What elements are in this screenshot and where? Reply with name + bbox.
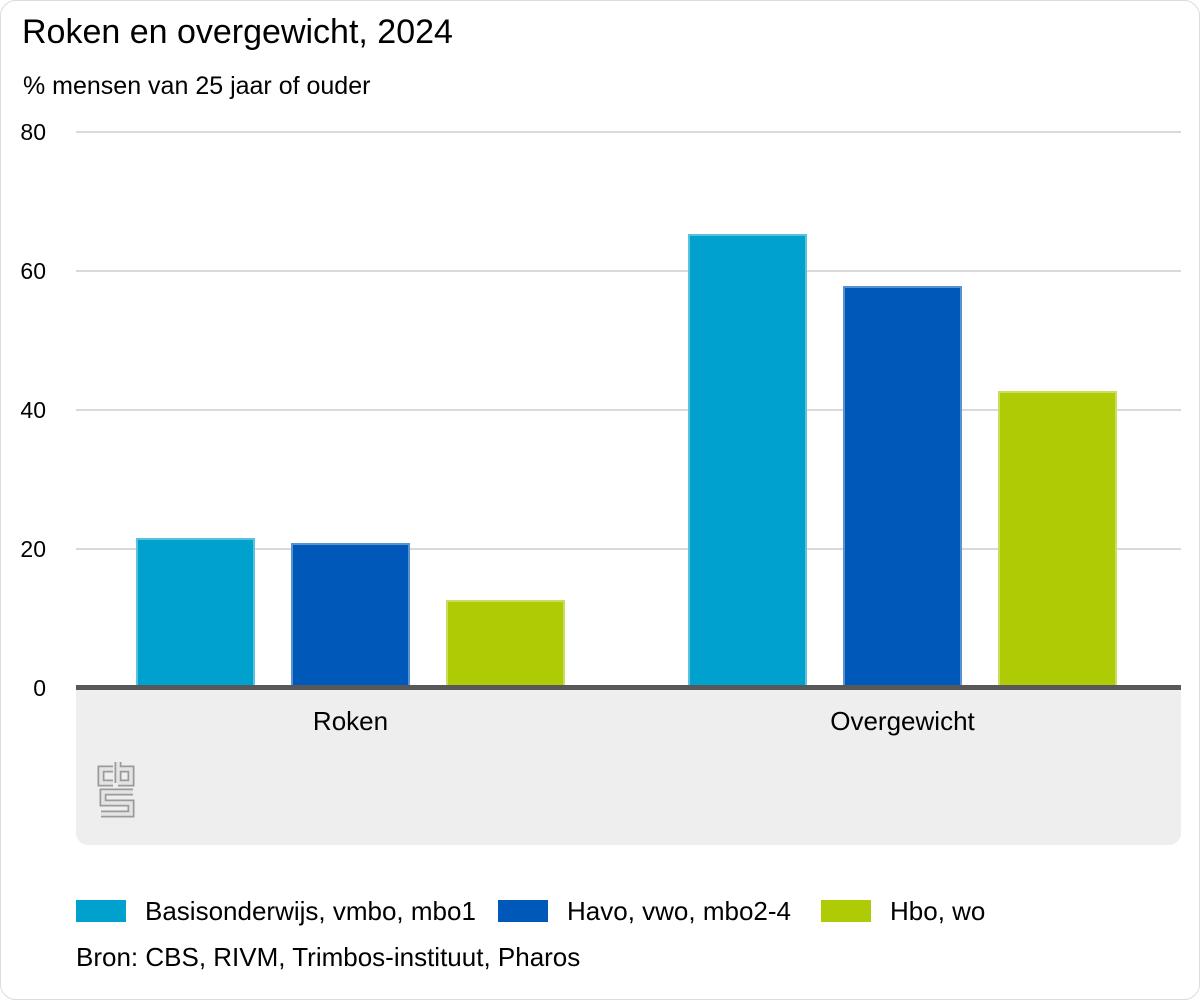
bar-overgewicht-havo-vwo-mbo2-4[interactable] (843, 286, 962, 688)
bar-overgewicht-hbo-wo[interactable] (998, 391, 1117, 688)
cbs-logo (97, 762, 135, 818)
gridline-80 (76, 131, 1181, 133)
legend-item-hbo-wo[interactable]: Hbo, wo (821, 895, 986, 926)
bar-overgewicht-basisonderwijs-vmbo-mbo1[interactable] (688, 234, 807, 688)
plot-area: 0 20 40 60 80 (20, 119, 1181, 701)
category-label-roken: Roken (312, 706, 389, 736)
category-label-overgewicht: Overgewicht (830, 706, 975, 736)
legend-label: Hbo, wo (890, 895, 986, 926)
chart-subtitle: % mensen van 25 jaar of ouder (23, 72, 371, 100)
chart-title: Roken en overgewicht, 2024 (22, 13, 453, 51)
legend-color-swatch (498, 900, 548, 922)
gridline-20 (76, 548, 1181, 550)
y-tick-label-0: 0 (33, 675, 46, 701)
gridline-60 (76, 270, 1181, 272)
bar-roken-havo-vwo-mbo2-4[interactable] (291, 543, 410, 688)
legend-color-swatch (76, 900, 126, 922)
legend-item-basisonderwijs-vmbo-mbo1[interactable]: Basisonderwijs, vmbo, mbo1 (76, 895, 476, 926)
legend-label: Havo, vwo, mbo2-4 (567, 895, 791, 926)
bar-roken-hbo-wo[interactable] (446, 600, 565, 688)
gridline-40 (76, 409, 1181, 411)
bar-roken-basisonderwijs-vmbo-mbo1[interactable] (136, 538, 255, 688)
x-axis-line (76, 685, 1181, 690)
legend: Basisonderwijs, vmbo, mbo1 Havo, vwo, mbo… (1, 895, 1199, 926)
y-tick-label-60: 60 (20, 258, 46, 284)
y-tick-label-40: 40 (20, 397, 46, 423)
legend-label: Basisonderwijs, vmbo, mbo1 (145, 895, 476, 926)
y-tick-label-20: 20 (20, 536, 46, 562)
legend-item-havo-vwo-mbo2-4[interactable]: Havo, vwo, mbo2-4 (498, 895, 791, 926)
source-text: Bron: CBS, RIVM, Trimbos-instituut, Phar… (76, 942, 581, 972)
y-tick-label-80: 80 (20, 119, 46, 145)
x-axis-band: Roken Overgewicht (76, 690, 1181, 845)
legend-color-swatch (821, 900, 871, 922)
